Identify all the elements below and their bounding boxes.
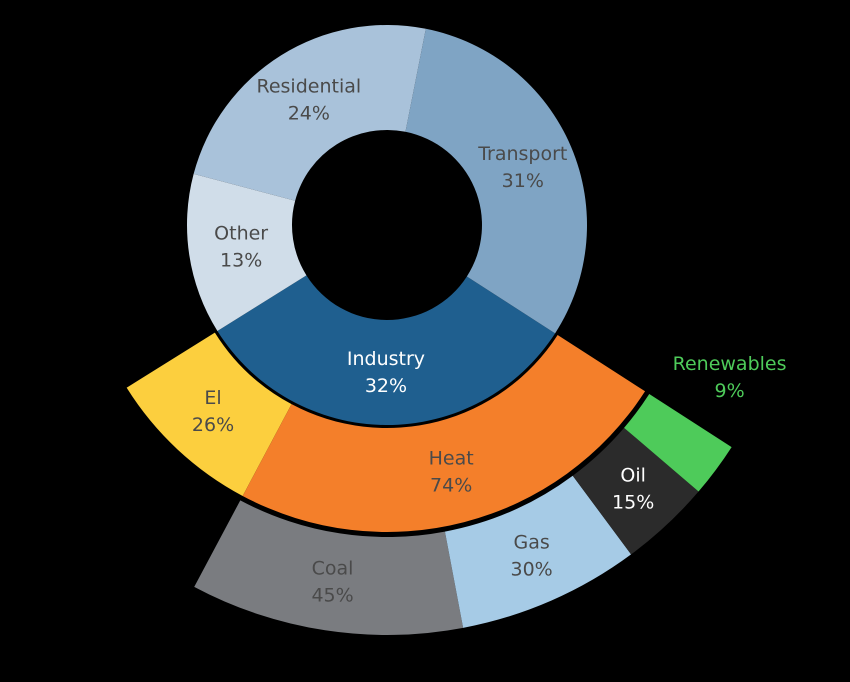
segment-value-label: 45% — [311, 584, 353, 606]
segment-value-label: 31% — [502, 170, 544, 192]
segment-label: Industry — [347, 348, 425, 370]
segment-label: Residential — [257, 75, 362, 97]
segment — [572, 427, 699, 555]
segment — [194, 500, 464, 635]
segment-label: Coal — [312, 557, 354, 579]
segment-label: Other — [214, 223, 268, 245]
segment-label: Gas — [513, 531, 549, 553]
segment-value-label: 15% — [612, 492, 654, 514]
segment — [187, 173, 307, 331]
segment-label: El — [204, 387, 221, 409]
segment-value-label: 13% — [220, 250, 262, 272]
segment-value-label: 26% — [192, 414, 234, 436]
segment-value-label: 32% — [365, 375, 407, 397]
segment-label: Oil — [620, 465, 646, 487]
segment-label: Heat — [429, 447, 474, 469]
segment — [217, 275, 556, 425]
segment — [126, 332, 292, 496]
segment — [405, 28, 587, 334]
segment — [242, 334, 646, 532]
segment — [444, 475, 632, 628]
segment-label: Transport — [477, 143, 567, 165]
segment — [193, 24, 426, 201]
segment-value-label: 24% — [288, 102, 330, 124]
segment-label: Renewables — [673, 353, 787, 375]
segment — [624, 394, 732, 492]
segment-value-label: 30% — [511, 558, 553, 580]
segment-value-label: 9% — [715, 380, 745, 402]
segment-value-label: 74% — [430, 474, 472, 496]
